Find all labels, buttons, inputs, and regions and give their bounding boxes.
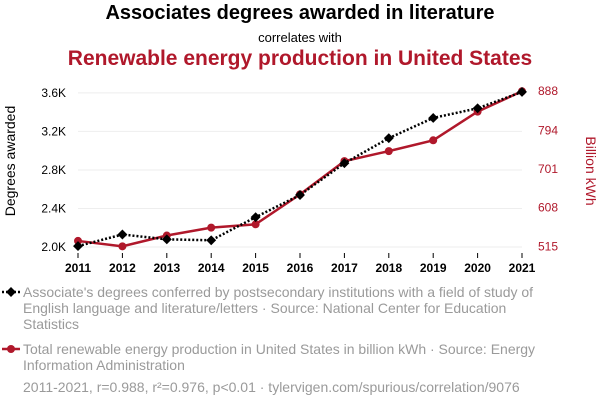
x-tick-label: 2020 xyxy=(464,261,491,275)
x-tick-label: 2017 xyxy=(331,261,358,275)
chart-subtitle: Renewable energy production in United St… xyxy=(67,47,533,70)
point-renewable xyxy=(74,236,82,245)
right-tick-label: 608 xyxy=(538,201,558,215)
point-degrees xyxy=(73,241,83,252)
point-degrees xyxy=(517,86,527,97)
x-tick-label: 2021 xyxy=(509,261,536,275)
chart-connector: correlates with xyxy=(258,30,342,45)
legend-marker-degrees xyxy=(6,287,16,297)
point-renewable xyxy=(429,136,438,145)
series-line-degrees xyxy=(77,90,523,248)
legend-entry-renewable: Total renewable energy production in Uni… xyxy=(23,341,536,373)
point-degrees xyxy=(117,229,128,240)
point-renewable xyxy=(118,242,127,251)
point-degrees xyxy=(383,133,394,144)
axes: 2.0K 2.4K 2.8K 3.2K 3.6K 515 608 701 794 888 2011 2… xyxy=(2,84,599,275)
point-degrees xyxy=(250,212,261,223)
x-tick-label: 2019 xyxy=(420,261,447,275)
point-degrees xyxy=(339,158,350,169)
right-tick-label: 515 xyxy=(538,239,558,253)
legend-entry-degrees: Associate's degrees conferred by postsec… xyxy=(23,284,534,332)
right-tick-label: 794 xyxy=(538,123,558,137)
point-degrees xyxy=(428,112,439,123)
x-tick-label: 2011 xyxy=(65,261,91,275)
point-renewable xyxy=(384,147,393,156)
legend-marker-renewable xyxy=(7,345,15,353)
left-tick-label: 2.4K xyxy=(41,202,66,216)
point-degrees xyxy=(161,234,172,245)
x-tick-label: 2013 xyxy=(153,261,180,275)
point-degrees xyxy=(206,235,217,246)
chart-title: Associates degrees awarded in literature xyxy=(105,2,495,24)
x-tick-label: 2016 xyxy=(287,261,314,275)
right-tick-label: 701 xyxy=(538,162,558,176)
footer-stats: 2011-2021, r=0.988, r²=0.976, p<0.01 · t… xyxy=(23,379,520,395)
x-tick-label: 2014 xyxy=(198,261,225,275)
x-tick-label: 2018 xyxy=(375,261,402,275)
point-renewable xyxy=(251,220,260,229)
left-tick-label: 2.0K xyxy=(41,240,66,254)
series-layer xyxy=(73,86,527,252)
x-tick-label: 2012 xyxy=(109,261,136,275)
right-tick-label: 888 xyxy=(538,84,558,98)
left-tick-label: 3.2K xyxy=(41,124,66,138)
left-tick-label: 3.6K xyxy=(41,86,66,100)
x-tick-label: 2015 xyxy=(242,261,269,275)
series-line-renewable xyxy=(77,90,523,248)
right-axis-label: Billion kWh xyxy=(583,136,599,205)
legend-marks xyxy=(2,287,20,353)
left-tick-label: 2.8K xyxy=(41,163,66,177)
left-axis-label: Degrees awarded xyxy=(2,106,18,217)
point-degrees xyxy=(295,190,305,200)
grid-lines xyxy=(78,92,522,248)
point-renewable xyxy=(207,223,216,232)
